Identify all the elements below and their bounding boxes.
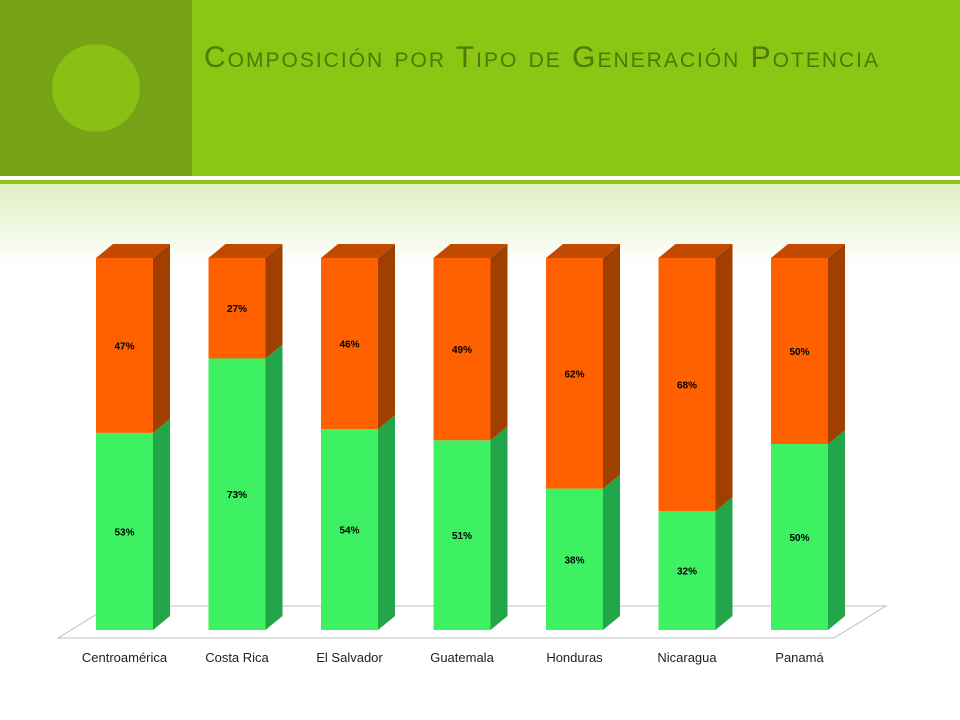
bar-top-0: [96, 258, 153, 433]
data-label-bottom-6: 50%: [789, 533, 809, 544]
header-divider: [0, 180, 960, 184]
x-tick-label-0: Centroamérica: [82, 650, 168, 665]
bar-top-3: [433, 258, 491, 441]
x-tick-label-6: Panamá: [775, 650, 824, 665]
bar-bottom-side-4: [603, 474, 620, 630]
bar-top-5: [658, 258, 716, 511]
data-label-bottom-1: 73%: [227, 490, 247, 501]
x-tick-label-5: Nicaragua: [657, 650, 717, 665]
bar-cap-0: [96, 244, 170, 258]
bar-top-side-5: [715, 244, 733, 511]
bar-cap-5: [658, 244, 733, 258]
data-label-top-1: 27%: [227, 304, 247, 315]
header-bar: Composición por Tipo de Generación Poten…: [0, 0, 960, 176]
bar-top-6: [771, 258, 828, 444]
header-accent-block: [0, 0, 192, 176]
bar-bottom-2: [321, 429, 378, 630]
decorative-circle: [52, 44, 140, 132]
data-label-top-2: 46%: [339, 340, 359, 351]
x-tick-label-3: Guatemala: [430, 650, 494, 665]
page-title: Composición por Tipo de Generación Poten…: [204, 41, 881, 74]
bar-bottom-6: [771, 444, 828, 630]
bar-top-side-6: [828, 244, 845, 444]
data-label-bottom-2: 54%: [339, 526, 359, 537]
bar-top-4: [546, 258, 603, 489]
bar-cap-4: [546, 244, 620, 258]
x-tick-label-1: Costa Rica: [205, 650, 269, 665]
bar-cap-3: [433, 244, 508, 258]
bar-bottom-5: [658, 510, 716, 630]
bar-top-side-1: [265, 244, 283, 359]
bar-bottom-side-6: [828, 430, 845, 630]
bar-bottom-side-5: [715, 496, 733, 630]
bar-cap-2: [321, 244, 395, 258]
data-label-bottom-0: 53%: [114, 527, 134, 538]
bar-top-side-4: [603, 244, 620, 489]
bar-bottom-1: [208, 358, 266, 630]
data-label-bottom-3: 51%: [452, 531, 472, 542]
data-label-bottom-4: 38%: [564, 555, 584, 566]
bar-bottom-side-2: [378, 415, 395, 630]
bar-top-side-3: [490, 244, 508, 441]
data-label-top-4: 62%: [564, 369, 584, 380]
x-tick-label-2: El Salvador: [316, 650, 383, 665]
data-label-bottom-5: 32%: [677, 566, 697, 577]
bar-top-1: [208, 258, 266, 359]
bar-cap-6: [771, 244, 845, 258]
bar-top-side-0: [153, 244, 170, 433]
bar-bottom-3: [433, 440, 491, 630]
data-label-top-6: 50%: [789, 347, 809, 358]
bar-bottom-side-1: [265, 344, 283, 630]
bar-bottom-side-0: [153, 418, 170, 630]
data-label-top-5: 68%: [677, 380, 697, 391]
bar-bottom-0: [96, 432, 153, 630]
data-label-top-3: 49%: [452, 345, 472, 356]
bar-bottom-4: [546, 488, 603, 630]
bar-top-2: [321, 258, 378, 430]
bar-bottom-side-3: [490, 426, 508, 630]
bar-top-side-2: [378, 244, 395, 430]
x-tick-label-4: Honduras: [546, 650, 603, 665]
bar-cap-1: [208, 244, 283, 258]
data-label-top-0: 47%: [114, 341, 134, 352]
